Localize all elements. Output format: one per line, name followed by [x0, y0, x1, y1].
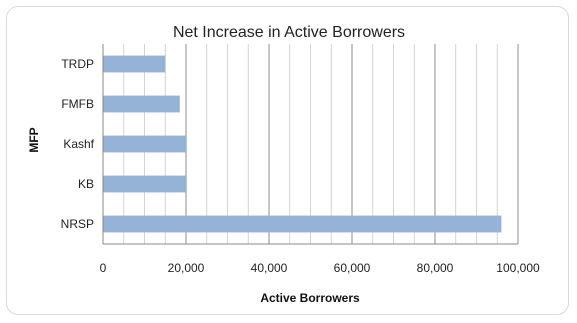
x-tick-label: 20,000 — [168, 261, 205, 275]
x-tick-label: 0 — [100, 261, 107, 275]
bars — [103, 55, 502, 233]
y-tick-label: KB — [78, 177, 94, 191]
x-axis-title: Active Borrowers — [260, 291, 360, 305]
axes — [102, 44, 518, 245]
bar-kashf — [103, 135, 186, 153]
x-tick-label: 100,000 — [496, 261, 540, 275]
y-tick-label: FMFB — [61, 97, 94, 111]
bar-fmfb — [103, 95, 180, 113]
bar-kb — [103, 175, 186, 193]
x-tick-label: 40,000 — [251, 261, 288, 275]
chart-frame — [6, 6, 569, 315]
y-axis-title: MFP — [27, 127, 41, 152]
y-tick-label: TRDP — [61, 57, 94, 71]
x-tick-label: 80,000 — [417, 261, 454, 275]
bar-nrsp — [103, 215, 502, 233]
grid-lines — [123, 44, 519, 244]
y-tick-label: Kashf — [63, 137, 94, 151]
chart-title: Net Increase in Active Borrowers — [173, 24, 405, 41]
x-tick-labels: 0 20,000 40,000 60,000 80,000 100,000 — [100, 261, 540, 275]
x-tick-label: 60,000 — [334, 261, 371, 275]
y-tick-labels: TRDP FMFB Kashf KB NRSP — [61, 57, 95, 231]
bar-trdp — [103, 55, 166, 73]
y-tick-label: NRSP — [61, 217, 94, 231]
